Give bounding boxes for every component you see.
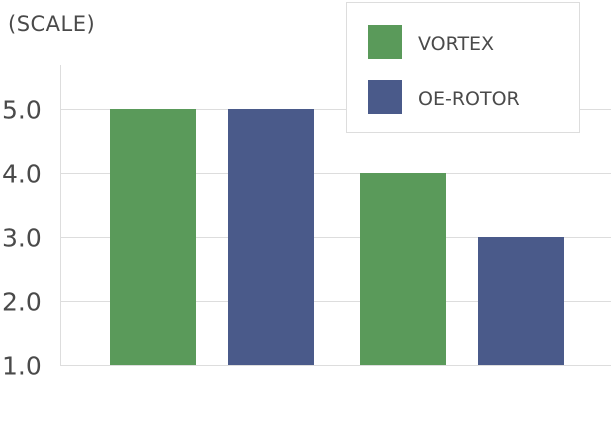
bar-vortex	[110, 109, 196, 365]
y-axis-ticks: 1.0 2.0 3.0 4.0 5.0	[2, 96, 42, 381]
y-tick-label: 2.0	[2, 288, 42, 317]
y-axis-label: (SCALE)	[8, 12, 95, 36]
legend-label: OE-ROTOR	[418, 88, 520, 110]
legend-swatch	[368, 25, 402, 59]
legend: VORTEX OE-ROTOR	[346, 2, 580, 133]
legend-swatch	[368, 80, 402, 114]
y-tick-label: 1.0	[2, 352, 42, 381]
y-tick-label: 5.0	[2, 96, 42, 125]
y-tick-label: 3.0	[2, 224, 42, 253]
bar-oe-rotor	[478, 237, 564, 365]
bar-oe-rotor	[228, 109, 314, 365]
bars	[110, 109, 564, 365]
legend-label: VORTEX	[418, 33, 494, 55]
y-tick-label: 4.0	[2, 160, 42, 189]
bar-vortex	[360, 173, 446, 365]
